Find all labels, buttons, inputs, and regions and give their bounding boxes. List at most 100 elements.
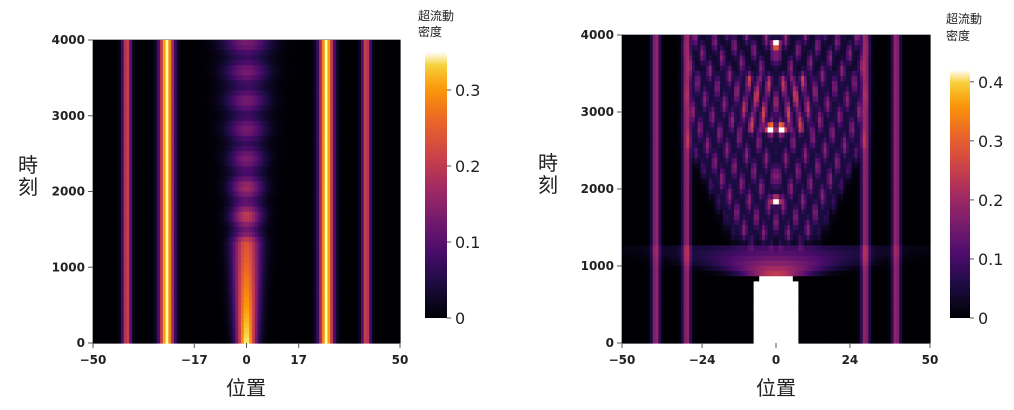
heatmap-cell	[380, 120, 384, 127]
heatmap-cell	[349, 166, 354, 172]
heatmap-cell	[374, 50, 379, 56]
heatmap-cell	[282, 115, 287, 122]
heatmap-cell	[104, 105, 108, 112]
heatmap-cell	[229, 95, 234, 102]
heatmap-cell	[285, 125, 289, 132]
heatmap-cell	[179, 110, 183, 117]
heatmap-cell	[374, 166, 379, 172]
heatmap-cell	[319, 80, 323, 87]
heatmap-cell	[346, 141, 351, 147]
heatmap-cell	[95, 55, 100, 61]
heatmap-cell	[285, 75, 289, 81]
heatmap-cell	[215, 156, 220, 162]
heatmap-cell	[95, 151, 100, 157]
heatmap-cell	[106, 186, 111, 193]
heatmap-cell	[324, 110, 329, 117]
heatmap-cell	[221, 151, 225, 157]
heatmap-cell	[101, 100, 105, 107]
heatmap-cell	[277, 75, 281, 81]
heatmap-cell	[282, 186, 287, 193]
heatmap-cell	[210, 40, 214, 46]
heatmap-cell	[293, 176, 298, 182]
heatmap-cell	[327, 166, 331, 172]
heatmap-cell	[282, 161, 287, 167]
heatmap-cell	[159, 171, 164, 177]
heatmap-cell	[363, 85, 368, 92]
heatmap-cell	[115, 100, 119, 107]
heatmap-cell	[207, 161, 211, 167]
heatmap-cell	[316, 151, 320, 157]
heatmap-cell	[302, 125, 306, 132]
heatmap-cell	[285, 90, 289, 97]
heatmap-cell	[333, 151, 337, 157]
heatmap-cell	[288, 166, 292, 172]
heatmap-cell	[305, 151, 309, 157]
heatmap-cell	[98, 55, 102, 61]
heatmap-cell	[165, 196, 169, 203]
heatmap-cell	[199, 65, 203, 71]
heatmap-cell	[249, 156, 253, 162]
heatmap-cell	[268, 156, 273, 162]
heatmap-cell	[268, 115, 273, 122]
heatmap-cell	[391, 135, 396, 142]
heatmap-cell	[240, 60, 245, 66]
heatmap-cell	[154, 110, 158, 117]
heatmap-cell	[93, 161, 97, 167]
heatmap-cell	[224, 166, 228, 172]
heatmap-cell	[246, 100, 250, 107]
heatmap-cell	[240, 110, 245, 117]
heatmap-cell	[293, 196, 298, 203]
heatmap-cell	[349, 55, 354, 61]
heatmap-cell	[173, 186, 178, 193]
heatmap-cell	[249, 95, 253, 102]
heatmap-cell	[383, 85, 387, 92]
heatmap-cell	[363, 141, 368, 147]
heatmap-cell	[293, 120, 298, 127]
heatmap-cell	[355, 196, 359, 203]
heatmap-cell	[118, 55, 122, 61]
heatmap-cell	[171, 80, 175, 87]
heatmap-cell	[257, 65, 262, 71]
heatmap-cell	[349, 146, 354, 152]
heatmap-cell	[380, 171, 384, 177]
heatmap-cell	[285, 186, 289, 193]
heatmap-cell	[310, 75, 315, 81]
heatmap-cell	[397, 135, 401, 142]
heatmap-cell	[235, 120, 239, 127]
heatmap-cell	[243, 191, 248, 198]
heatmap-cell	[388, 95, 393, 102]
heatmap-cell	[299, 135, 303, 142]
heatmap-cell	[157, 146, 161, 152]
heatmap-cell	[307, 166, 312, 172]
heatmap-cell	[134, 176, 139, 182]
heatmap-cell	[238, 70, 242, 76]
heatmap-cell	[215, 171, 220, 177]
heatmap-cell	[98, 90, 102, 97]
heatmap-cell	[243, 40, 248, 46]
heatmap-left	[93, 40, 401, 344]
heatmap-cell	[268, 65, 273, 71]
heatmap-cell	[377, 176, 382, 182]
heatmap-cell	[154, 161, 158, 167]
heatmap-cell	[221, 191, 225, 198]
heatmap-cell	[101, 40, 105, 46]
heatmap-cell	[374, 70, 379, 76]
heatmap-cell	[229, 151, 234, 157]
heatmap-cell	[204, 100, 209, 107]
heatmap-cell	[243, 151, 248, 157]
heatmap-cell	[123, 70, 128, 76]
heatmap-cell	[346, 130, 351, 137]
heatmap-cell	[299, 110, 303, 117]
heatmap-cell	[271, 100, 276, 107]
heatmap-cell	[333, 70, 337, 76]
heatmap-cell	[162, 80, 167, 87]
heatmap-cell	[310, 151, 315, 157]
heatmap-cell	[254, 75, 259, 81]
heatmap-cell	[229, 75, 234, 81]
heatmap-cell	[140, 60, 144, 66]
heatmap-cell	[215, 151, 220, 157]
heatmap-cell	[302, 181, 306, 188]
heatmap-cell	[346, 50, 351, 56]
heatmap-cell	[159, 110, 164, 117]
heatmap-cell	[302, 166, 306, 172]
